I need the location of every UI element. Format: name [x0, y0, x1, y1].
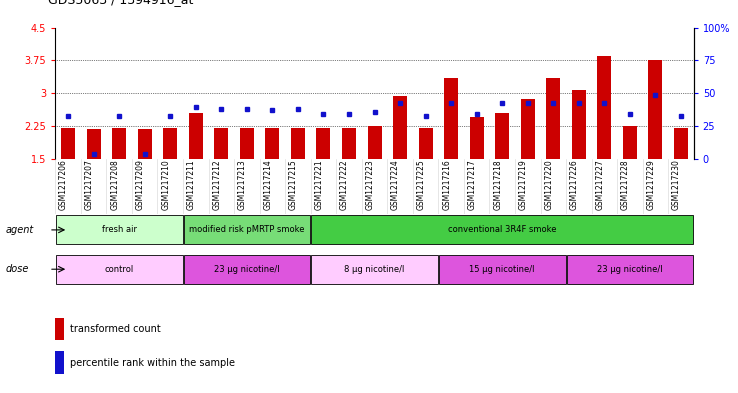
Text: GSM1217211: GSM1217211 [187, 159, 196, 210]
Bar [214, 128, 228, 159]
Bar [163, 129, 177, 159]
Bar [546, 78, 560, 159]
Bar [521, 99, 535, 159]
Bar [495, 113, 509, 159]
Text: GSM1217214: GSM1217214 [263, 159, 272, 210]
Bar [138, 129, 152, 159]
Text: control: control [105, 265, 134, 274]
Text: GSM1217206: GSM1217206 [59, 159, 68, 210]
Text: GSM1217217: GSM1217217 [468, 159, 477, 210]
Bar [317, 128, 331, 159]
Bar [674, 128, 688, 159]
Text: fresh air: fresh air [102, 226, 137, 234]
FancyBboxPatch shape [184, 255, 310, 284]
Text: GSM1217220: GSM1217220 [545, 159, 554, 210]
Text: GSM1217228: GSM1217228 [621, 159, 630, 210]
Bar [240, 128, 254, 159]
Bar [572, 90, 586, 159]
Text: dose: dose [6, 264, 30, 274]
Text: GSM1217212: GSM1217212 [213, 159, 221, 210]
FancyBboxPatch shape [311, 255, 438, 284]
Bar [444, 78, 458, 159]
Bar [418, 128, 432, 159]
Text: GDS5063 / 1394916_at: GDS5063 / 1394916_at [48, 0, 193, 6]
FancyBboxPatch shape [56, 215, 182, 244]
Text: agent: agent [6, 225, 34, 235]
Text: GSM1217208: GSM1217208 [110, 159, 120, 210]
Text: GSM1217229: GSM1217229 [646, 159, 655, 210]
Text: transformed count: transformed count [70, 324, 161, 334]
Bar [469, 118, 483, 159]
Text: 23 μg nicotine/l: 23 μg nicotine/l [597, 265, 663, 274]
FancyBboxPatch shape [439, 255, 565, 284]
Text: GSM1217213: GSM1217213 [238, 159, 246, 210]
Text: GSM1217219: GSM1217219 [519, 159, 528, 210]
Bar [368, 126, 382, 159]
Text: GSM1217215: GSM1217215 [289, 159, 298, 210]
Text: GSM1217209: GSM1217209 [136, 159, 145, 210]
Text: GSM1217223: GSM1217223 [365, 159, 374, 210]
Text: GSM1217216: GSM1217216 [442, 159, 451, 210]
Text: GSM1217227: GSM1217227 [596, 159, 604, 210]
Text: 8 μg nicotine/l: 8 μg nicotine/l [345, 265, 404, 274]
Bar [266, 128, 280, 159]
Text: GSM1217210: GSM1217210 [162, 159, 170, 210]
FancyBboxPatch shape [567, 255, 693, 284]
FancyBboxPatch shape [56, 255, 182, 284]
Text: GSM1217221: GSM1217221 [314, 159, 323, 210]
Bar [342, 128, 356, 159]
Bar [597, 56, 611, 159]
Text: GSM1217218: GSM1217218 [493, 159, 502, 210]
Text: 15 μg nicotine/l: 15 μg nicotine/l [469, 265, 535, 274]
Bar [623, 126, 637, 159]
Text: GSM1217222: GSM1217222 [340, 159, 349, 210]
Bar [189, 113, 203, 159]
Text: GSM1217225: GSM1217225 [417, 159, 426, 210]
Text: percentile rank within the sample: percentile rank within the sample [70, 358, 235, 367]
Text: GSM1217207: GSM1217207 [85, 159, 94, 210]
Text: modified risk pMRTP smoke: modified risk pMRTP smoke [189, 226, 305, 234]
Bar [291, 128, 305, 159]
Text: GSM1217224: GSM1217224 [391, 159, 400, 210]
Bar [86, 129, 100, 159]
FancyBboxPatch shape [184, 215, 310, 244]
Text: GSM1217230: GSM1217230 [672, 159, 681, 210]
Text: conventional 3R4F smoke: conventional 3R4F smoke [448, 226, 556, 234]
Bar [112, 128, 126, 159]
Text: 23 μg nicotine/l: 23 μg nicotine/l [214, 265, 280, 274]
Text: GSM1217226: GSM1217226 [570, 159, 579, 210]
Bar [649, 61, 663, 159]
Bar [61, 128, 75, 159]
FancyBboxPatch shape [311, 215, 693, 244]
Bar [393, 95, 407, 159]
